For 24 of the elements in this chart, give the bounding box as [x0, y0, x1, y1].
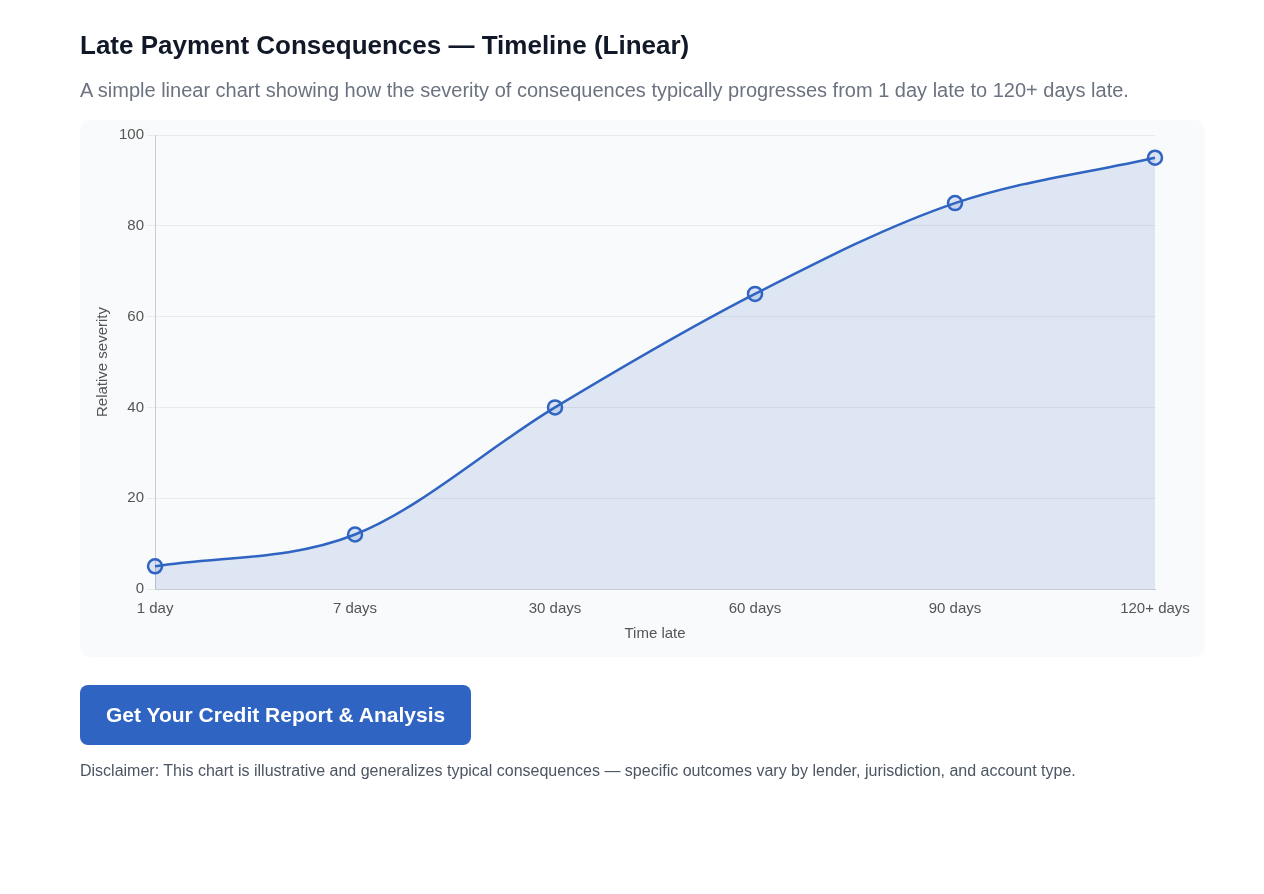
report-button: Get Your Credit Report & Analysis: [80, 685, 472, 745]
point: [346, 526, 364, 543]
y-tick-label: 0: [135, 579, 145, 597]
x-tick-label: 120+ days: [1120, 599, 1190, 617]
y-tick-label: 40: [127, 397, 145, 415]
x-tick-label: 1 day: [136, 599, 174, 617]
point: [746, 285, 764, 303]
y-tick-label: 60: [127, 306, 145, 324]
y-axis-title: Relative severity: [93, 306, 111, 418]
chart-subtitle: A simple linear chart showing how the severity of consequences typically progresses from 1 day late to 120+ days late.: [80, 78, 1130, 103]
x-tick-label: 30 days: [528, 599, 582, 617]
y-tick-label: 100: [119, 125, 145, 143]
chart-title: Late Payment Consequences — Timeline (Linear): [80, 30, 691, 61]
x-tick-label: 7 days: [332, 599, 378, 617]
point: [146, 558, 164, 575]
y-tick-label: 80: [127, 215, 145, 233]
x-tick-label: 90 days: [928, 599, 982, 617]
point: [1146, 149, 1164, 166]
x-axis-title: Time late: [624, 624, 686, 642]
x-tick-label: 60 days: [728, 599, 782, 617]
point: [946, 194, 964, 212]
y-tick-label: 20: [127, 488, 145, 506]
point: [546, 399, 564, 416]
text: Disclaimer: This chart is illustrative and generalizes typical consequences — specific outcomes vary by lender, jurisdiction, and account type.: [80, 761, 1077, 781]
